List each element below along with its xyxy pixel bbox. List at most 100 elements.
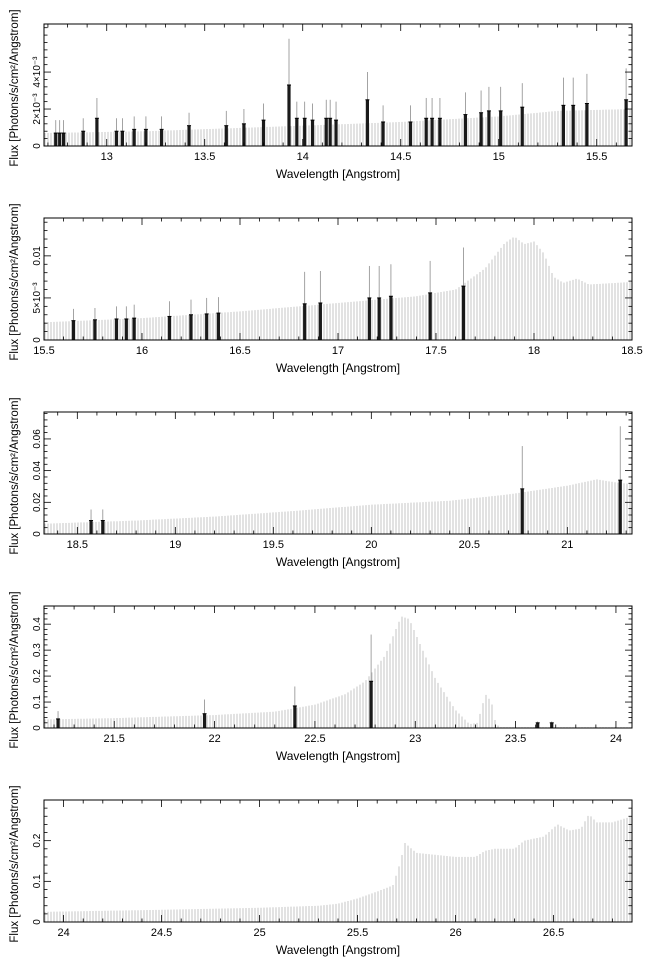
x-tick-label: 22: [208, 733, 220, 745]
x-tick-label: 18: [528, 345, 540, 357]
y-tick-label: 0: [32, 531, 43, 537]
line-bar: [424, 118, 428, 146]
line-bar: [438, 118, 442, 146]
line-bar: [369, 681, 373, 728]
line-bar: [54, 133, 58, 146]
line-bar: [310, 120, 315, 146]
line-bar: [58, 133, 62, 146]
line-bar: [295, 118, 299, 146]
continuum-bins: [44, 479, 631, 534]
line-bar: [428, 292, 432, 340]
line-bar: [216, 313, 221, 340]
line-bar: [389, 296, 393, 340]
line-bar: [261, 120, 266, 146]
chart-panel-3: 18.5 19 19.5 20 20.5 21 0 0.02 0.04 0.06 Wavelengt…: [9, 397, 633, 569]
line-bar: [293, 705, 297, 728]
x-tick-label: 14.5: [390, 151, 411, 163]
line-bar: [408, 121, 413, 146]
x-tick-label: 25: [253, 927, 265, 939]
line-bar: [160, 129, 164, 146]
y-tick-label: 0: [32, 143, 43, 149]
x-tick-label: 23.5: [505, 733, 526, 745]
line-bar: [124, 318, 128, 340]
y-tick-label: 0.01: [32, 246, 43, 266]
line-bar: [365, 99, 369, 146]
x-tick-label: 19.5: [263, 539, 284, 551]
y-axis-label: Flux [Photons/s/cm²/Angstrom]: [9, 9, 21, 166]
line-bar: [120, 131, 124, 146]
x-axis-label: Wavelength [Angstrom]: [276, 555, 400, 569]
x-axis-label: Wavelength [Angstrom]: [276, 361, 400, 375]
x-tick-label: 20.5: [459, 539, 480, 551]
continuum-bins: [44, 616, 631, 728]
plot-frame: [43, 411, 633, 535]
line-bar: [479, 112, 483, 146]
line-bar: [224, 125, 228, 146]
line-bar: [367, 297, 371, 340]
line-bar: [187, 125, 191, 146]
x-tick-label: 26: [449, 927, 461, 939]
y-axis-label: Flux [Photons/s/cm²/Angstrom]: [9, 785, 21, 942]
line-bar: [499, 110, 503, 146]
line-bar: [202, 713, 207, 728]
x-tick-label: 15: [493, 151, 505, 163]
x-tick-label: 17: [332, 345, 344, 357]
line-bar: [520, 488, 524, 534]
line-bar: [618, 480, 622, 534]
x-tick-label: 22.5: [304, 733, 325, 745]
line-bar: [328, 118, 332, 146]
continuum-bins: [44, 815, 631, 922]
line-bar: [536, 722, 540, 728]
line-bar: [550, 722, 554, 728]
line-bar: [132, 318, 136, 340]
line-bar: [71, 320, 75, 340]
line-bar: [520, 107, 524, 146]
plot-frame: [43, 23, 633, 147]
line-bar: [167, 316, 172, 340]
x-axis-label: Wavelength [Angstrom]: [276, 943, 400, 957]
x-tick-label: 18.5: [621, 345, 642, 357]
line-bar: [377, 297, 381, 340]
y-tick-label: 0: [32, 919, 43, 925]
line-bar: [62, 133, 66, 146]
y-axis-label: Flux [Photons/s/cm²/Angstrom]: [9, 397, 21, 554]
x-tick-label: 24: [610, 733, 622, 745]
y-tick-label: 2×10⁻³: [32, 93, 43, 125]
y-axis-label: Flux [Photons/s/cm²/Angstrom]: [9, 203, 21, 360]
y-tick-label: 4×10⁻³: [32, 56, 43, 88]
line-bar: [334, 120, 338, 146]
y-tick-label: 0.04: [32, 460, 43, 480]
line-bar: [144, 129, 148, 146]
y-axis-label: Flux [Photons/s/cm²/Angstrom]: [9, 591, 21, 748]
x-tick-label: 21.5: [104, 733, 125, 745]
line-bar: [318, 302, 322, 340]
x-axis-label: Wavelength [Angstrom]: [276, 167, 400, 181]
line-bar: [81, 131, 85, 146]
line-bar: [324, 118, 328, 146]
chart-panel-1: 13 13.5 14 14.5 15 15.5 0 2×10⁻³ 4×10⁻³ Wavelengt…: [9, 9, 633, 181]
x-tick-label: 14: [297, 151, 309, 163]
y-tick-label: 0.2: [32, 833, 43, 847]
line-bar: [189, 314, 193, 340]
line-bar: [461, 286, 466, 340]
line-bar: [463, 114, 467, 146]
chart-panel-5: 24 24.5 25 25.5 26 26.5 0 0.1 0.2 Wavelength [Ang…: [9, 785, 633, 957]
x-tick-label: 15.5: [586, 151, 607, 163]
line-bar: [101, 520, 105, 534]
line-bar: [381, 121, 385, 146]
y-tick-label: 0.1: [32, 874, 43, 888]
plot-frame: [43, 605, 633, 729]
line-bar: [571, 105, 575, 146]
line-bar: [242, 123, 246, 146]
y-tick-label: 0: [32, 337, 43, 343]
y-tick-label: 0.3: [32, 643, 43, 657]
chart-panel-4: 21.5 22 22.5 23 23.5 24 0 0.1 0.2 0.3 0.4 Wavelengt…: [9, 591, 633, 763]
line-bar: [205, 313, 209, 340]
x-tick-label: 15.5: [33, 345, 54, 357]
line-bar: [624, 99, 628, 146]
line-bar: [93, 319, 97, 340]
y-tick-label: 0.02: [32, 492, 43, 512]
x-tick-label: 17.5: [425, 345, 446, 357]
line-bar: [287, 85, 291, 146]
